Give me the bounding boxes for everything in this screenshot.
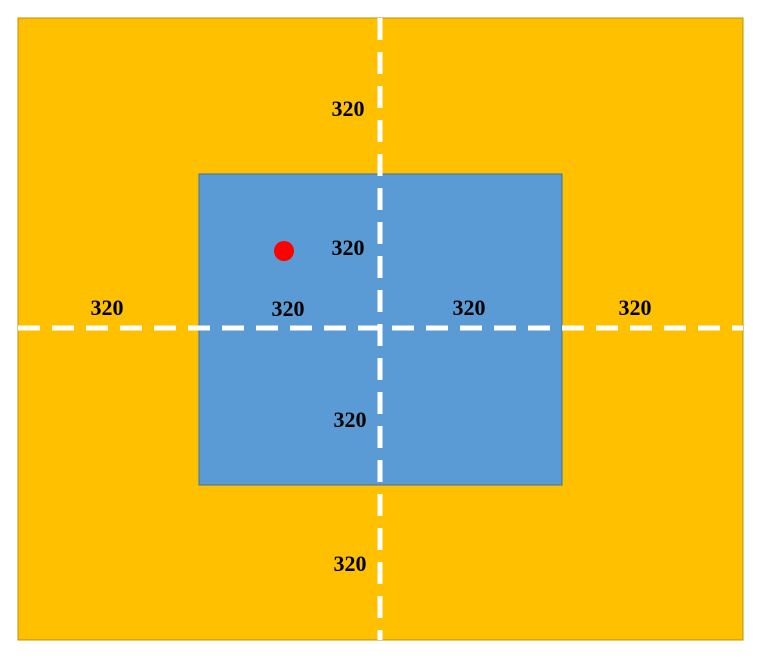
label-left-outer: 320: [91, 295, 124, 320]
label-left-inner: 320: [272, 296, 305, 321]
label-bottom-outer: 320: [334, 551, 367, 576]
red-point-marker: [274, 241, 294, 261]
label-bottom-inner: 320: [334, 407, 367, 432]
label-right-outer: 320: [619, 295, 652, 320]
label-right-inner: 320: [453, 295, 486, 320]
label-top-inner: 320: [332, 235, 365, 260]
label-top-outer: 320: [332, 96, 365, 121]
